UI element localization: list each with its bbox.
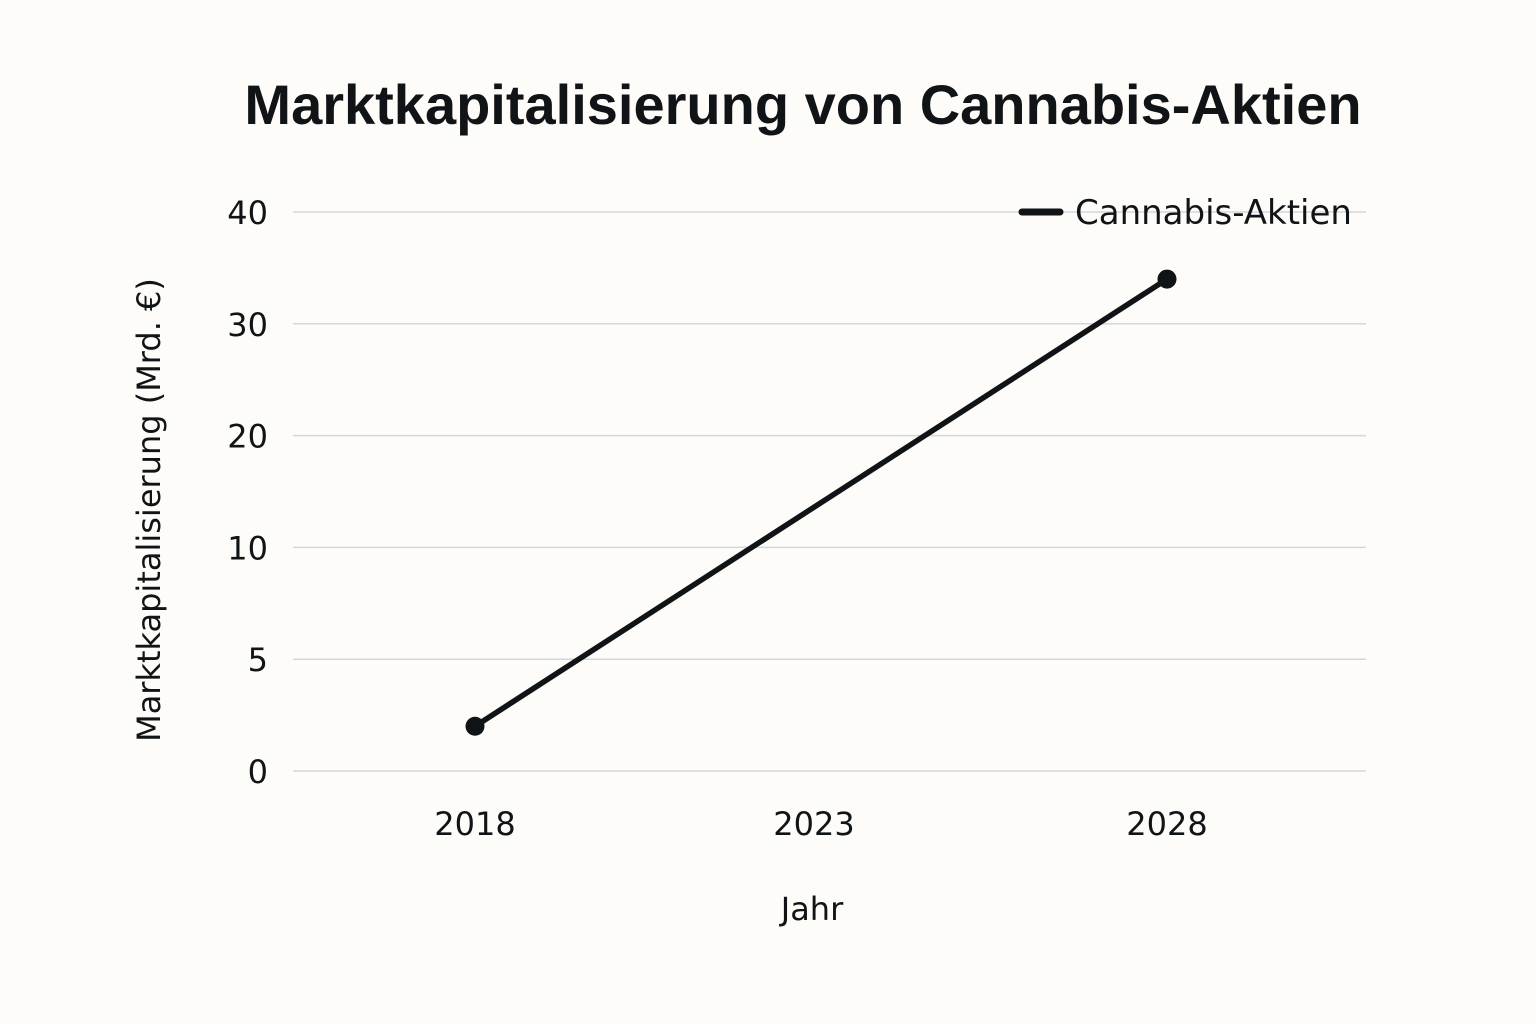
x-tick-labels: 2018 2023 2028 — [434, 805, 1207, 843]
y-tick-label: 5 — [248, 641, 268, 679]
legend: Cannabis-Aktien — [1018, 193, 1352, 233]
x-tick-label: 2023 — [773, 805, 854, 843]
series-line — [472, 276, 1170, 730]
grid-lines — [293, 211, 1366, 772]
series-layer — [465, 269, 1177, 736]
x-tick-label: 2028 — [1126, 805, 1207, 843]
y-tick-label: 30 — [227, 306, 268, 344]
y-tick-label: 0 — [248, 753, 268, 791]
x-axis-label: Jahr — [779, 890, 844, 928]
data-point-2018 — [465, 716, 485, 736]
y-tick-label: 20 — [227, 418, 268, 456]
y-axis-label: Marktkapitalisierung (Mrd. €) — [130, 278, 168, 742]
chart-title: Marktkapitalisierung von Cannabis-Aktien — [244, 73, 1361, 136]
y-tick-label: 10 — [227, 529, 268, 567]
y-tick-label: 40 — [227, 194, 268, 232]
legend-label: Cannabis-Aktien — [1075, 193, 1352, 233]
data-point-2028 — [1157, 269, 1177, 289]
y-tick-labels: 0 5 10 20 30 40 — [227, 194, 268, 791]
x-tick-label: 2018 — [434, 805, 515, 843]
